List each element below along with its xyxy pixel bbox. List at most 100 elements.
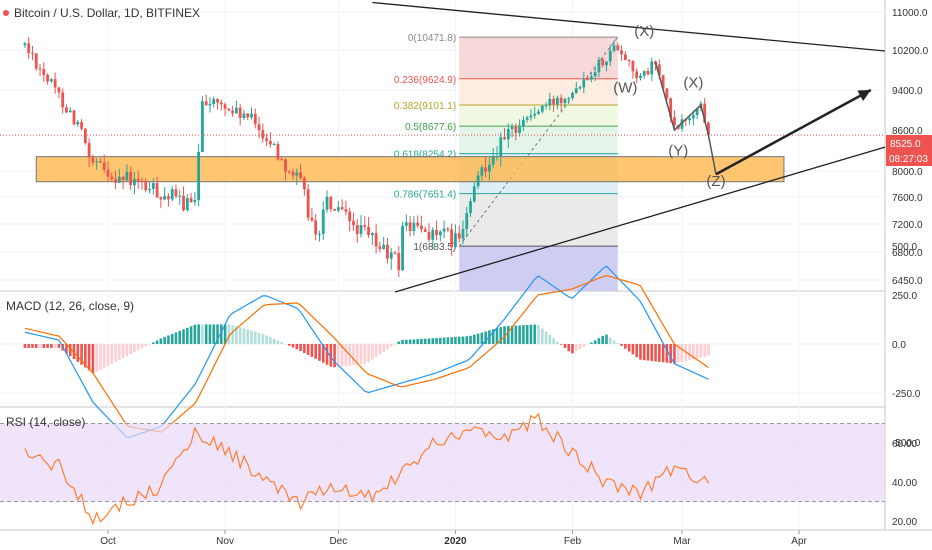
macd-histogram-bar — [276, 340, 280, 344]
fib-band — [459, 104, 618, 127]
fib-level-label: 0.786(7651.4) — [394, 190, 456, 201]
macd-histogram-bar — [204, 324, 208, 344]
last-price-value: 8525.0 — [890, 139, 921, 150]
fib-level-label: 1(6883.5) — [413, 242, 456, 253]
macd-histogram-bar — [544, 331, 548, 344]
macd-histogram-bar — [38, 344, 42, 348]
macd-histogram-bar — [707, 344, 710, 356]
candle-body — [484, 167, 488, 172]
candle-body — [514, 126, 518, 133]
candle-body — [208, 103, 212, 106]
wave-label: (Y) — [668, 142, 688, 159]
candle-body — [250, 113, 253, 118]
support-zone-rect — [35, 156, 785, 183]
candle-body — [129, 171, 133, 186]
candle-body — [246, 113, 250, 118]
candles — [0, 37, 885, 278]
macd-histogram-bar — [639, 344, 642, 360]
candle-body — [574, 88, 578, 93]
candle-body — [601, 59, 605, 66]
candle-body — [408, 222, 412, 232]
macd-histogram-bar — [525, 324, 529, 344]
macd-histogram-bar — [593, 340, 597, 344]
macd-histogram-bar — [337, 344, 340, 367]
macd-histogram-bar — [435, 338, 438, 344]
macd-histogram-bar — [261, 333, 265, 344]
candle-body — [669, 98, 673, 118]
macd-histogram-bar — [235, 326, 238, 344]
macd-histogram-bar — [84, 344, 87, 368]
macd-histogram-bar — [140, 344, 144, 349]
candle-body — [454, 233, 457, 248]
orange-support-zone[interactable] — [35, 156, 785, 183]
candle-body — [27, 43, 31, 54]
candle-body — [306, 189, 310, 218]
time-tick-label: Apr — [791, 536, 807, 547]
candle-body — [363, 225, 367, 227]
macd-histogram-bar — [495, 328, 499, 344]
candle-body — [227, 108, 231, 111]
macd-histogram-bar — [465, 336, 469, 344]
fib-level-label: 0.236(9624.9) — [394, 75, 456, 86]
macd-histogram-bar — [125, 344, 129, 357]
wave-label: (X) — [683, 75, 703, 92]
macd-histogram-bar — [590, 342, 593, 344]
axes: 11000.0 10200.0 9400.0 8600.0 8000.0 7600.0 72… — [100, 8, 928, 547]
live-dot-icon — [3, 10, 9, 16]
macd-histogram-bar — [34, 344, 38, 348]
macd-histogram-bar — [170, 333, 174, 344]
macd-histogram-bar — [114, 344, 117, 362]
macd-histogram-bar — [627, 344, 631, 352]
macd-histogram-bar — [461, 336, 465, 344]
candle-body — [465, 213, 469, 230]
candle-body — [503, 137, 506, 140]
macd-histogram-bar — [53, 344, 57, 348]
macd-histogram-bar — [121, 344, 125, 359]
candle-body — [53, 79, 57, 88]
macd-histogram-bar — [529, 324, 533, 344]
macd-histogram-bar — [318, 344, 321, 361]
candle-body — [525, 117, 529, 120]
price-tick-label: 8000.0 — [892, 167, 923, 178]
candle-body — [336, 207, 340, 211]
candle-body — [605, 61, 608, 66]
candle-body — [340, 207, 344, 210]
macd-histogram-bar — [174, 332, 178, 344]
candle-body — [620, 50, 623, 55]
macd-histogram-bar — [371, 344, 374, 360]
candle-body — [491, 156, 495, 165]
macd-histogram-bar — [91, 344, 95, 374]
candle-body — [99, 161, 102, 163]
time-tick-label: Oct — [100, 536, 116, 547]
trend-lines[interactable]: (X) (W) (X) (Y) (Z) — [372, 1, 886, 293]
candle-body — [148, 188, 151, 191]
macd-histogram-bar — [272, 338, 276, 344]
candle-body — [167, 196, 170, 200]
macd-histogram-bar — [31, 344, 34, 348]
header-legend: Bitcoin / U.S. Dollar, 1D, BITFINEX — [3, 6, 200, 20]
macd-histogram-bar — [401, 339, 404, 344]
macd-histogram-bar — [201, 324, 204, 344]
macd-histogram-bar — [393, 344, 397, 345]
candle-body — [529, 115, 533, 118]
macd-histogram-bar — [42, 344, 46, 348]
macd-histogram-bar — [491, 329, 495, 344]
macd-histogram-bar — [163, 336, 166, 344]
macd-histogram-bar — [212, 324, 216, 344]
macd-histogram-bar — [46, 344, 49, 348]
macd-histogram-bar — [650, 344, 654, 362]
candle-body — [442, 228, 446, 232]
candle-body — [695, 108, 699, 116]
macd-histogram-bar — [658, 344, 661, 362]
macd-histogram-bar — [499, 327, 503, 344]
candle-body — [291, 171, 295, 176]
macd-histogram-bar — [457, 336, 461, 344]
macd-histogram-bar — [608, 337, 612, 344]
macd-histogram-bar — [118, 344, 121, 360]
macd-tick-label: 0.0 — [892, 340, 906, 351]
candle-body — [38, 68, 42, 70]
macd-histogram-bar — [329, 344, 333, 367]
candle-body — [201, 101, 204, 152]
candle-body — [65, 107, 68, 113]
